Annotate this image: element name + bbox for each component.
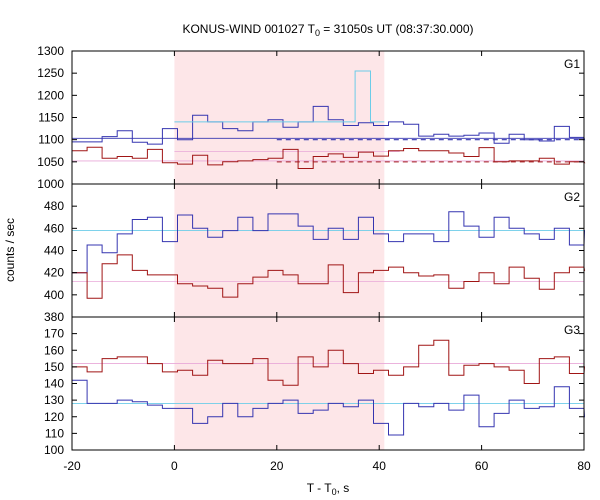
lightcurve-red xyxy=(72,146,586,169)
y-tick-label: 1050 xyxy=(37,155,64,169)
trigger-interval-shade xyxy=(174,184,385,317)
chart-title: KONUS-WIND 001027 T0 = 31050s UT (08:37:… xyxy=(182,22,473,38)
y-tick-label: 1250 xyxy=(37,66,64,80)
x-tick-label: 0 xyxy=(171,459,178,473)
x-tick-label: -20 xyxy=(63,459,81,473)
lightcurve-blue xyxy=(72,105,586,145)
lightcurve-blue xyxy=(72,379,586,436)
y-tick-label: 400 xyxy=(44,288,64,302)
y-tick-label: 480 xyxy=(44,199,64,213)
panel-g3: 100 110 120 130 140 150 160 170 G3 xyxy=(44,316,586,457)
y-tick-label: 130 xyxy=(44,393,64,407)
y-tick-label: 1300 xyxy=(37,44,64,58)
y-tick-label: 440 xyxy=(44,244,64,258)
panel-g2: 380 400 420 440 460 480 G2 xyxy=(44,183,586,324)
lightcurve-blue xyxy=(72,211,586,274)
y-tick-label: 1000 xyxy=(37,177,64,191)
x-tick-label: 20 xyxy=(270,459,284,473)
lightcurve-overlay xyxy=(174,70,385,123)
y-tick-label: 120 xyxy=(44,410,64,424)
x-tick-label: 60 xyxy=(475,459,489,473)
x-tick-label: 80 xyxy=(577,459,591,473)
y-tick-label: 420 xyxy=(44,266,64,280)
y-tick-label: 1200 xyxy=(37,88,64,102)
y-axis-label: counts / sec xyxy=(3,218,17,282)
panel-g1: 1000 1050 1100 1150 1200 1250 1300 G1 xyxy=(37,44,586,191)
y-tick-label: 100 xyxy=(44,443,64,457)
y-tick-label: 110 xyxy=(45,426,64,440)
y-tick-label: 1100 xyxy=(38,133,64,147)
panel-label: G2 xyxy=(564,190,580,204)
panel-label: G3 xyxy=(564,323,580,337)
y-tick-label: 150 xyxy=(44,360,64,374)
x-tick-label: 40 xyxy=(373,459,387,473)
y-tick-label: 140 xyxy=(44,377,64,391)
lightcurve-red xyxy=(72,254,586,299)
y-tick-label: 1150 xyxy=(38,111,64,125)
y-tick-label: 160 xyxy=(44,343,64,357)
trigger-interval-shade xyxy=(174,317,385,450)
y-tick-label: 380 xyxy=(44,310,64,324)
trigger-interval-shade xyxy=(174,51,385,184)
lightcurve-red xyxy=(72,339,586,386)
panel-label: G1 xyxy=(564,57,580,71)
x-axis-label: T - T0, s xyxy=(307,481,350,497)
y-tick-label: 170 xyxy=(44,327,64,341)
y-tick-label: 460 xyxy=(44,221,64,235)
